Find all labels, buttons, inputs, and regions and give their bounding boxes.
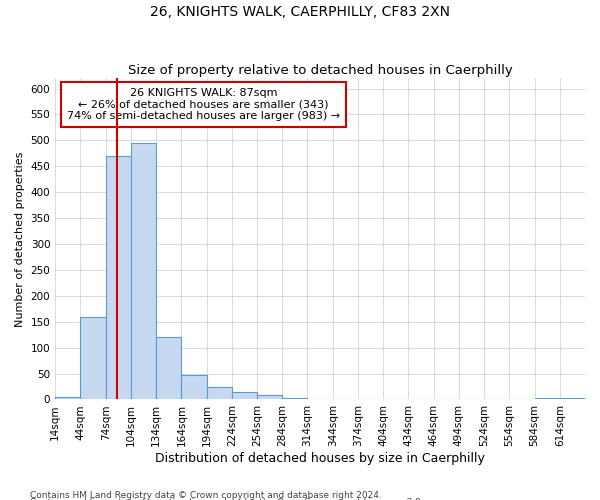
Bar xyxy=(560,398,585,400)
Title: Size of property relative to detached houses in Caerphilly: Size of property relative to detached ho… xyxy=(128,64,512,77)
Bar xyxy=(535,398,560,400)
Bar xyxy=(55,397,80,400)
X-axis label: Distribution of detached houses by size in Caerphilly: Distribution of detached houses by size … xyxy=(155,452,485,465)
Bar xyxy=(232,392,257,400)
Bar xyxy=(206,386,232,400)
Bar xyxy=(156,338,181,400)
Bar xyxy=(80,316,106,400)
Bar xyxy=(181,374,206,400)
Bar xyxy=(282,398,307,400)
Text: Contains public sector information licensed under the Open Government Licence v3: Contains public sector information licen… xyxy=(30,498,424,500)
Text: 26, KNIGHTS WALK, CAERPHILLY, CF83 2XN: 26, KNIGHTS WALK, CAERPHILLY, CF83 2XN xyxy=(150,5,450,19)
Text: 26 KNIGHTS WALK: 87sqm
← 26% of detached houses are smaller (343)
74% of semi-de: 26 KNIGHTS WALK: 87sqm ← 26% of detached… xyxy=(67,88,340,121)
Text: Contains HM Land Registry data © Crown copyright and database right 2024.: Contains HM Land Registry data © Crown c… xyxy=(30,490,382,500)
Y-axis label: Number of detached properties: Number of detached properties xyxy=(15,151,25,326)
Bar xyxy=(257,396,282,400)
Bar xyxy=(131,143,156,400)
Bar xyxy=(106,156,131,400)
